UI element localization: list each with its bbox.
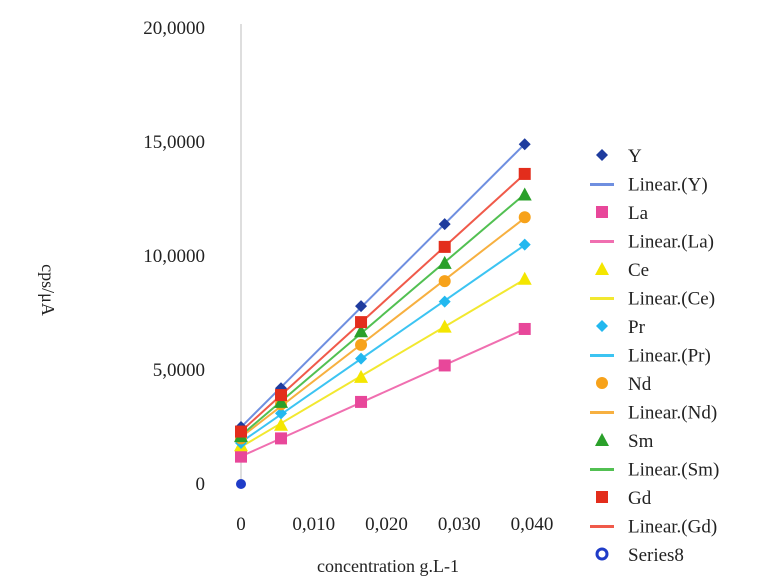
y-tick-label: 20,0000 [143, 18, 205, 39]
data-point-sm [517, 187, 532, 201]
legend-marker-nd [596, 377, 608, 389]
y-tick-label: 0 [196, 474, 206, 495]
y-tick-label: 15,0000 [143, 132, 205, 153]
legend-marker-sm [595, 433, 609, 446]
x-tick-label: 0,030 [438, 514, 481, 535]
data-point-la [355, 395, 368, 408]
legend-label-sm: Sm [628, 431, 654, 452]
trendline-ce [240, 278, 526, 448]
data-point-series8 [236, 479, 246, 489]
data-point-nd [355, 338, 368, 351]
data-point-nd [518, 211, 531, 224]
legend: Y Linear.(Y) La Linear.(La) Ce Linear.(Ce) Pr L… [590, 146, 719, 566]
legend-label-nd: Nd [628, 374, 652, 395]
data-point-pr [438, 295, 451, 308]
data-point-gd [275, 389, 288, 402]
legend-trend-label-y: Linear.(Y) [628, 175, 708, 196]
x-axis-title: concentration g.L-1 [317, 556, 459, 576]
legend-trend-label-la: Linear.(La) [628, 232, 714, 253]
data-point-pr [518, 238, 531, 251]
data-point-ce [437, 319, 452, 333]
legend-label-la: La [628, 203, 649, 224]
data-point-pr [355, 352, 368, 365]
trendline-la [240, 328, 526, 458]
legend-label-ce: Ce [628, 260, 649, 281]
data-point-ce [274, 417, 289, 431]
data-point-la [438, 359, 451, 372]
legend-label-y: Y [628, 146, 642, 167]
data-point-y [518, 138, 531, 151]
data-point-nd [438, 275, 451, 288]
data-point-gd [355, 316, 368, 329]
x-tick-label: 0 [236, 514, 246, 535]
data-point-sm [437, 255, 452, 269]
legend-label-pr: Pr [628, 317, 646, 338]
data-point-la [235, 450, 247, 463]
legend-label-series8: Series8 [628, 545, 684, 566]
x-tick-label: 0,010 [292, 514, 335, 535]
legend-marker-pr [596, 320, 608, 332]
data-point-ce [354, 369, 369, 383]
y-tick-label: 5,0000 [153, 360, 205, 381]
trendline-y [240, 143, 526, 428]
legend-trend-label-nd: Linear.(Nd) [628, 403, 717, 424]
legend-label-gd: Gd [628, 488, 652, 509]
plot-area: 0 5,0000 10,0000 15,0000 20,0000 0 0,010 0,020 0… [143, 18, 553, 535]
legend-trend-label-ce: Linear.(Ce) [628, 289, 715, 310]
data-point-y [355, 300, 368, 313]
trendline-sm [240, 193, 526, 437]
legend-marker-la [596, 206, 608, 218]
legend-marker-y [596, 149, 608, 161]
trendline-gd [240, 173, 526, 433]
data-point-la [518, 322, 531, 335]
y-tick-label: 10,0000 [143, 246, 205, 267]
data-point-la [275, 432, 288, 445]
legend-trend-label-pr: Linear.(Pr) [628, 346, 711, 367]
data-point-gd [235, 425, 247, 438]
legend-marker-gd [596, 491, 608, 503]
y-axis-title: cps/μA [38, 264, 58, 316]
data-point-sm [354, 324, 369, 338]
legend-marker-ce [595, 262, 609, 275]
data-point-ce [517, 271, 532, 285]
data-point-sm [274, 394, 289, 408]
legend-marker-series8 [595, 547, 609, 561]
x-tick-label: 0,020 [365, 514, 408, 535]
x-tick-label: 0,040 [511, 514, 554, 535]
trendline-nd [240, 217, 526, 438]
data-point-pr [275, 407, 288, 420]
data-point-gd [518, 167, 531, 180]
legend-trend-label-sm: Linear.(Sm) [628, 460, 719, 481]
trendline-pr [240, 244, 526, 444]
data-point-gd [438, 240, 451, 253]
data-point-y [438, 218, 451, 231]
legend-trend-label-gd: Linear.(Gd) [628, 517, 717, 538]
